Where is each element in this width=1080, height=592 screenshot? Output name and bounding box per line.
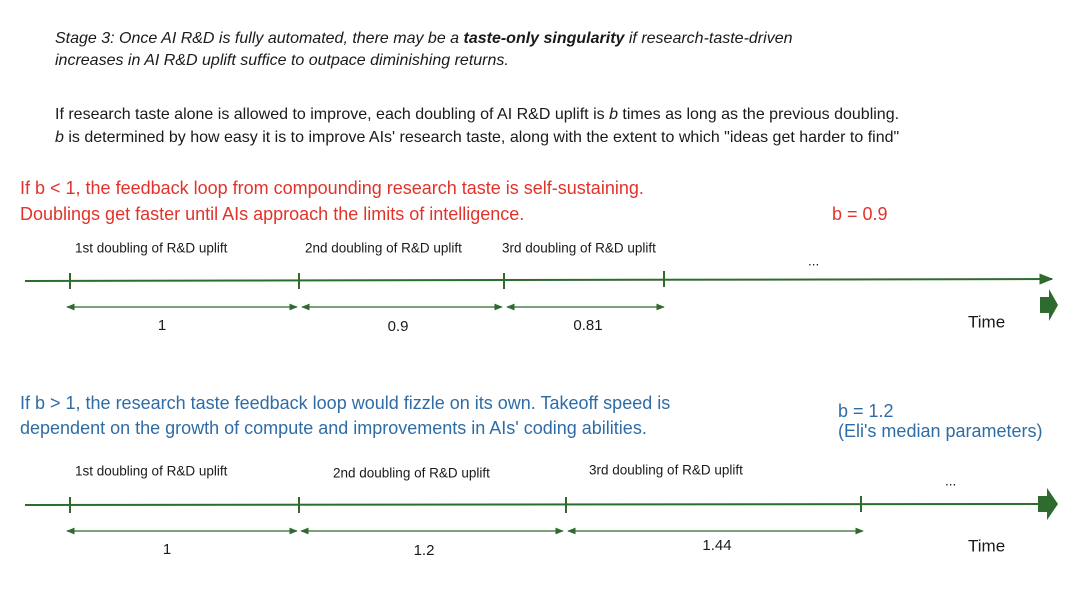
panel-text: Doublings get faster until AIs approach …	[20, 204, 524, 224]
stage-line-1: Stage 3: Once AI R&D is fully automated,…	[55, 30, 793, 47]
duration: 1	[158, 317, 166, 334]
timeline	[24, 503, 1041, 506]
panel-text: If b < 1, the feedback loop from compoun…	[20, 178, 644, 198]
ellipsis: ...	[808, 254, 819, 269]
stage-text: if research-taste-driven	[624, 30, 792, 47]
intro-var: b	[55, 129, 64, 146]
time-label: Time	[968, 312, 1005, 331]
duration: 1.44	[702, 537, 731, 554]
doubling-label: 1st doubling of R&D uplift	[75, 464, 228, 479]
duration: 0.81	[573, 317, 602, 334]
intro-text: If research taste alone is allowed to im…	[55, 106, 609, 123]
time-arrow	[1038, 488, 1058, 520]
ticks	[69, 271, 665, 289]
stage-line-2: increases in AI R&D uplift suffice to ou…	[55, 52, 509, 69]
b-label: b = 1.2	[838, 401, 894, 421]
stage-emphasis: taste-only singularity	[464, 30, 626, 47]
panel-text: If b > 1, the research taste feedback lo…	[20, 393, 670, 413]
duration: 1.2	[414, 542, 435, 559]
intro-var: b	[609, 106, 618, 123]
b-label: b = 0.9	[832, 204, 888, 224]
ellipsis: ...	[945, 474, 956, 489]
timeline	[24, 273, 1054, 285]
duration: 1	[163, 541, 171, 558]
panel-text: dependent on the growth of compute and i…	[20, 418, 647, 438]
doubling-label: 2nd doubling of R&D uplift	[305, 241, 462, 256]
doubling-label: 2nd doubling of R&D uplift	[333, 466, 490, 481]
b-note: (Eli's median parameters)	[838, 421, 1043, 441]
doubling-label: 3rd doubling of R&D uplift	[589, 463, 743, 478]
time-arrow	[1040, 289, 1058, 321]
intro-line-1: If research taste alone is allowed to im…	[55, 106, 899, 123]
ticks	[69, 496, 862, 513]
time-label: Time	[968, 536, 1005, 555]
stage-text: Stage 3: Once AI R&D is fully automated,…	[55, 30, 464, 47]
doubling-label: 3rd doubling of R&D uplift	[502, 241, 656, 256]
intro-text: is determined by how easy it is to impro…	[64, 129, 899, 146]
doubling-label: 1st doubling of R&D uplift	[75, 241, 228, 256]
intro-text: times as long as the previous doubling.	[618, 106, 899, 123]
duration: 0.9	[388, 318, 409, 335]
intro-line-2: b is determined by how easy it is to imp…	[55, 129, 899, 146]
